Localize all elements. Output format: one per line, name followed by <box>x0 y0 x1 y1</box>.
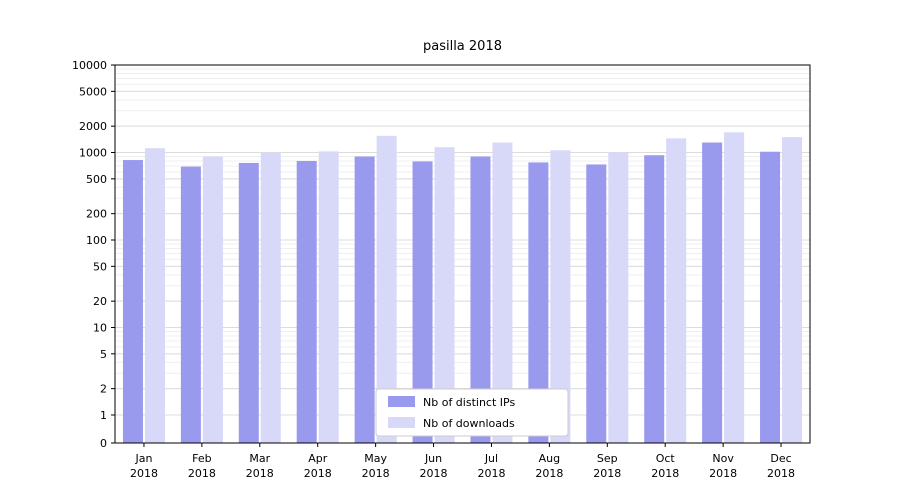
y-axis-tick-label: 5 <box>100 348 107 361</box>
x-axis-year-label: 2018 <box>709 467 737 480</box>
legend-label: Nb of downloads <box>423 417 515 430</box>
y-axis-tick-label: 1 <box>100 409 107 422</box>
x-axis-year-label: 2018 <box>651 467 679 480</box>
bar-downloads <box>144 148 165 443</box>
y-axis-tick-label: 200 <box>86 208 107 221</box>
y-axis-tick-label: 5000 <box>79 85 107 98</box>
x-axis-month-label: Apr <box>308 452 328 465</box>
legend-swatch <box>388 417 415 428</box>
y-axis-tick-label: 1000 <box>79 147 107 160</box>
bar-downloads <box>550 150 571 443</box>
bar-distinct-ips <box>644 155 665 443</box>
x-axis-month-label: Mar <box>249 452 270 465</box>
legend: Nb of distinct IPs Nb of downloads <box>375 388 569 437</box>
bar-downloads <box>202 156 223 443</box>
y-axis-tick-label: 10 <box>93 322 107 335</box>
bar-downloads <box>318 151 339 443</box>
bar-downloads <box>782 137 803 443</box>
bar-downloads <box>608 152 629 443</box>
bar-downloads <box>492 142 513 443</box>
y-axis-tick-label: 50 <box>93 260 107 273</box>
x-axis-year-label: 2018 <box>130 467 158 480</box>
legend-swatch <box>388 396 415 407</box>
x-axis-month-label: Jun <box>424 452 442 465</box>
bar-distinct-ips <box>296 160 317 444</box>
x-axis-year-label: 2018 <box>304 467 332 480</box>
y-axis-tick-label: 10000 <box>72 59 107 72</box>
bar-downloads <box>260 152 281 443</box>
x-axis-month-label: Oct <box>656 452 676 465</box>
bar-distinct-ips <box>470 156 491 443</box>
x-axis-year-label: 2018 <box>593 467 621 480</box>
x-axis-month-label: Jan <box>134 452 152 465</box>
bar-downloads <box>666 138 687 443</box>
x-axis-month-label: May <box>364 452 387 465</box>
x-axis-month-label: Sep <box>597 452 618 465</box>
x-axis-year-label: 2018 <box>767 467 795 480</box>
bar-downloads <box>376 135 397 443</box>
bar-distinct-ips <box>354 156 375 443</box>
y-axis-tick-label: 2 <box>100 383 107 396</box>
bar-distinct-ips <box>238 162 259 443</box>
y-axis-tick-label: 500 <box>86 173 107 186</box>
y-axis-tick-label: 100 <box>86 234 107 247</box>
x-axis-year-label: 2018 <box>535 467 563 480</box>
x-axis-year-label: 2018 <box>246 467 274 480</box>
x-axis-year-label: 2018 <box>420 467 448 480</box>
bar-downloads <box>724 132 745 443</box>
legend-box <box>375 388 569 437</box>
bar-distinct-ips <box>586 164 607 444</box>
x-axis-month-label: Feb <box>192 452 211 465</box>
bar-distinct-ips <box>180 166 201 443</box>
y-axis-tick-label: 2000 <box>79 120 107 133</box>
bar-distinct-ips <box>760 151 781 443</box>
x-axis-year-label: 2018 <box>188 467 216 480</box>
y-axis-tick-label: 20 <box>93 295 107 308</box>
bar-distinct-ips <box>702 142 723 443</box>
x-axis-year-label: 2018 <box>362 467 390 480</box>
x-axis-month-label: Jul <box>484 452 498 465</box>
plot-border <box>114 64 811 444</box>
x-axis-month-label: Nov <box>712 452 734 465</box>
x-axis-year-label: 2018 <box>477 467 505 480</box>
bar-downloads <box>434 147 455 443</box>
y-axis-tick-label: 0 <box>100 437 107 450</box>
bar-distinct-ips <box>412 161 433 443</box>
x-axis-month-label: Dec <box>770 452 791 465</box>
x-axis-month-label: Aug <box>539 452 560 465</box>
chart-title: pasilla 2018 <box>423 39 502 54</box>
bar-distinct-ips <box>122 160 143 443</box>
bar-distinct-ips <box>528 162 549 443</box>
legend-label: Nb of distinct IPs <box>423 396 515 409</box>
